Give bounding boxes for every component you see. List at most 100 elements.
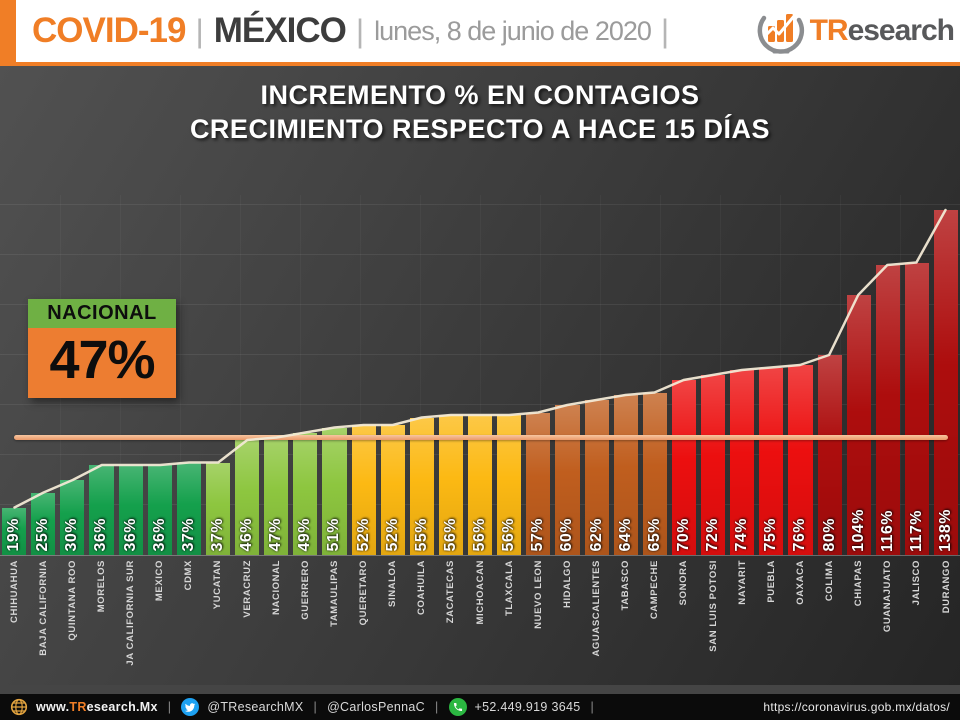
x-axis-baseline xyxy=(0,555,960,556)
separator: | xyxy=(434,700,439,714)
state-label-col: NUEVO LEON xyxy=(526,560,550,666)
state-label: CHIHUAHUA xyxy=(8,560,20,623)
bar-value-label: 55% xyxy=(412,518,430,552)
national-average-line xyxy=(14,434,948,440)
state-label: TABASCO xyxy=(620,560,632,611)
bar-column: 60% xyxy=(555,195,580,555)
bar-value-label: 104% xyxy=(849,509,867,552)
bar-puebla: 75% xyxy=(759,367,784,555)
state-label-col: JALISCO xyxy=(905,560,929,666)
bar-aguascalientes: 62% xyxy=(584,400,609,555)
bar-durango: 138% xyxy=(934,210,959,555)
separator: | xyxy=(167,700,172,714)
state-label: MORELOS xyxy=(95,560,107,613)
twitter-icon xyxy=(181,698,200,716)
bar-value-label: 47% xyxy=(267,518,285,552)
bar-yucatan: 37% xyxy=(205,462,230,555)
bar-guerrero: 49% xyxy=(293,432,318,555)
bar-value-label: 56% xyxy=(471,518,489,552)
state-label-col: CDMX xyxy=(177,560,201,666)
bar-value-label: 64% xyxy=(616,518,634,552)
state-label: TAMAULIPAS xyxy=(328,560,340,627)
state-label: YUCATAN xyxy=(212,560,224,610)
chart-title-line2: CRECIMIENTO RESPECTO A HACE 15 DÍAS xyxy=(189,114,771,144)
bar-value-label: 57% xyxy=(529,518,547,552)
bar-value-label: 70% xyxy=(674,518,692,552)
state-label-col: MEXICO xyxy=(148,560,172,666)
state-label: TLAXCALA xyxy=(503,560,515,616)
source-url: https://coronavirus.gob.mx/datos/ xyxy=(763,700,950,714)
bar-value-label: 138% xyxy=(937,509,955,552)
logo-tr: TR xyxy=(809,14,849,47)
state-label: NAYARIT xyxy=(736,560,748,605)
bar-column: 72% xyxy=(701,195,726,555)
bar-value-label: 52% xyxy=(354,518,372,552)
bar-cdmx: 37% xyxy=(176,462,201,555)
state-label: BAJA CALIFORNIA SUR xyxy=(125,560,137,666)
state-label-col: MORELOS xyxy=(89,560,113,666)
state-label-col: CHIHUAHUA xyxy=(2,560,26,666)
state-label-col: COLIMA xyxy=(818,560,842,666)
bar-value-label: 37% xyxy=(179,518,197,552)
state-label-col: QUERETARO xyxy=(352,560,376,666)
bar-column: 37% xyxy=(176,195,201,555)
state-label-col: BAJA CALIFORNIA SUR xyxy=(119,560,143,666)
bar-value-label: 56% xyxy=(500,518,518,552)
state-label: CAMPECHE xyxy=(649,560,661,620)
bar-column: 138% xyxy=(934,195,959,555)
bar-column: 55% xyxy=(409,195,434,555)
bar-column: 56% xyxy=(497,195,522,555)
country-title: MÉXICO xyxy=(213,11,347,50)
plot-area: 19% 25% 30% 36% 36% 36% 37% 37% 46% 47% 49% 51% 52% 5… xyxy=(0,195,960,556)
bar-nacional: 47% xyxy=(264,437,289,555)
bar-nuevo-leon: 57% xyxy=(526,412,551,555)
state-label-col: PUEBLA xyxy=(759,560,783,666)
bar-colima: 80% xyxy=(817,355,842,555)
state-label: COLIMA xyxy=(824,560,836,602)
footer-strip xyxy=(0,685,960,694)
bar-column: 117% xyxy=(904,195,929,555)
chart-title: INCREMENTO % EN CONTAGIOS CRECIMIENTO RE… xyxy=(0,66,960,158)
bar-value-label: 37% xyxy=(208,518,226,552)
logo-rest: esearch xyxy=(847,14,955,47)
bar-column: 64% xyxy=(613,195,638,555)
bar-value-label: 46% xyxy=(238,518,256,552)
bar-value-label: 36% xyxy=(121,518,139,552)
bar-hidalgo: 60% xyxy=(555,405,580,555)
state-label: SINALOA xyxy=(387,560,399,607)
state-label-col: SAN LUIS POTOSI xyxy=(701,560,725,666)
bar-value-label: 72% xyxy=(704,518,722,552)
header-rule xyxy=(0,62,960,66)
bar-sinaloa: 52% xyxy=(380,425,405,555)
state-label-col: TLAXCALA xyxy=(497,560,521,666)
state-label: NACIONAL xyxy=(270,560,282,615)
state-label-col: BAJA CALIFORNIA xyxy=(31,560,55,666)
bar-column: 51% xyxy=(322,195,347,555)
tresearch-logo: TResearch xyxy=(754,6,955,56)
chart-region: INCREMENTO % EN CONTAGIOS CRECIMIENTO RE… xyxy=(0,66,960,685)
bar-column: 46% xyxy=(235,195,260,555)
bar-column: 57% xyxy=(526,195,551,555)
globe-icon xyxy=(10,698,28,716)
state-label-col: NAYARIT xyxy=(730,560,754,666)
state-label: JALISCO xyxy=(911,560,923,606)
bar-san-luis-potosi: 72% xyxy=(701,375,726,555)
bar-value-label: 60% xyxy=(558,518,576,552)
state-label: CHIAPAS xyxy=(853,560,865,607)
state-label: GUANAJUATO xyxy=(882,560,894,633)
state-labels: CHIHUAHUA BAJA CALIFORNIA QUINTANA ROO MORE… xyxy=(0,560,960,666)
bar-column: 70% xyxy=(671,195,696,555)
state-label-col: TABASCO xyxy=(614,560,638,666)
state-label-col: HIDALGO xyxy=(555,560,579,666)
bar-campeche: 65% xyxy=(642,392,667,555)
bar-value-label: 36% xyxy=(150,518,168,552)
bar-sonora: 70% xyxy=(671,380,696,555)
footer: www.TResearch.Mx | @TResearchMX | @Carlo… xyxy=(0,694,960,720)
chart-title-line1: INCREMENTO % EN CONTAGIOS xyxy=(260,80,700,110)
state-label-col: MICHOACAN xyxy=(468,560,492,666)
state-label: GUERRERO xyxy=(299,560,311,620)
bar-nayarit: 74% xyxy=(730,370,755,555)
state-label-col: AGUASCALIENTES xyxy=(585,560,609,666)
state-label: BAJA CALIFORNIA xyxy=(37,560,49,656)
tresearch-logo-icon xyxy=(757,13,804,54)
